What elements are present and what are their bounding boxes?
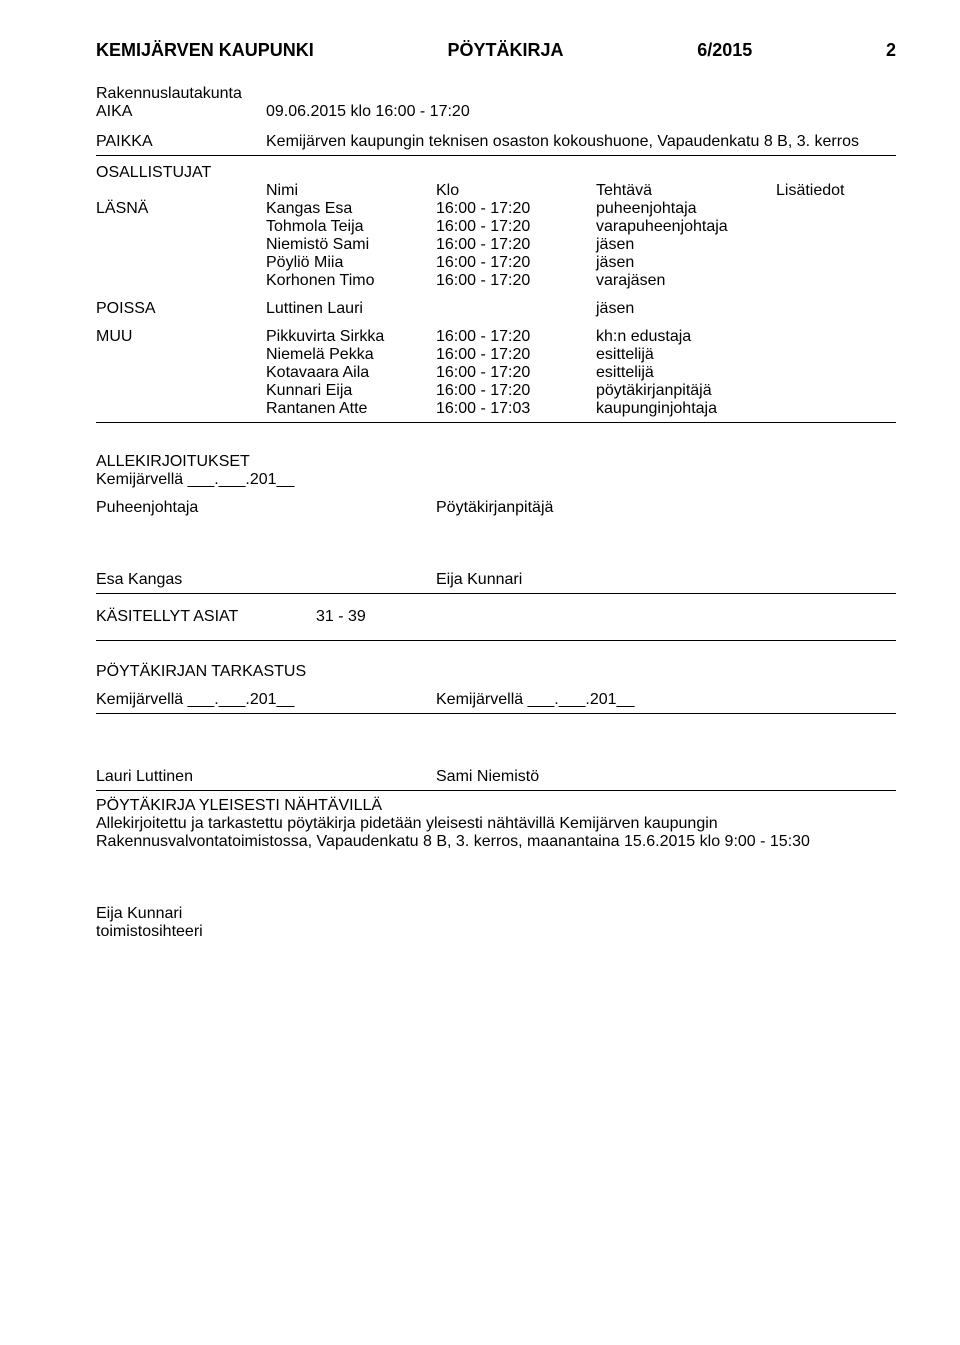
page-header: KEMIJÄRVEN KAUPUNKI PÖYTÄKIRJA 6/2015 2 [96, 40, 896, 61]
paikka-label: PAIKKA [96, 133, 266, 151]
org-name: KEMIJÄRVEN KAUPUNKI [96, 40, 314, 61]
keeper-label: Pöytäkirjanpitäjä [436, 499, 553, 517]
other-time: 16:00 - 17:20 [436, 364, 596, 382]
attendance-row: LÄSNÄ Kangas Esa 16:00 - 17:20 puheenjoh… [96, 200, 896, 218]
document-page: KEMIJÄRVEN KAUPUNKI PÖYTÄKIRJA 6/2015 2 … [0, 0, 960, 1345]
chair-label: Puheenjohtaja [96, 499, 436, 517]
osallistujat-label: OSALLISTUJAT [96, 164, 896, 182]
doc-type: PÖYTÄKIRJA [447, 40, 563, 61]
checker-2: Sami Niemistö [436, 768, 539, 786]
others-label: MUU [96, 328, 266, 346]
other-name: Kotavaara Aila [266, 364, 436, 382]
col-extra: Lisätiedot [776, 182, 896, 200]
col-role: Tehtävä [596, 182, 776, 200]
attendee-time: 16:00 - 17:20 [436, 236, 596, 254]
absent-role: jäsen [596, 300, 776, 318]
chair-name: Esa Kangas [96, 571, 436, 589]
absent-name: Luttinen Lauri [266, 300, 596, 318]
col-name: Nimi [266, 182, 436, 200]
other-role: esittelijä [596, 364, 776, 382]
paikka-value: Kemijärven kaupungin teknisen osaston ko… [266, 133, 896, 151]
secretary-name: Eija Kunnari [96, 905, 896, 923]
divider [96, 422, 896, 423]
other-role: kaupunginjohtaja [596, 400, 776, 418]
attendee-name: Niemistö Sami [266, 236, 436, 254]
attendee-role: puheenjohtaja [596, 200, 776, 218]
attendee-time: 16:00 - 17:20 [436, 200, 596, 218]
check-place-right: Kemijärvellä ___.___.201__ [436, 691, 634, 709]
doc-number: 6/2015 [697, 40, 752, 61]
keeper-name: Eija Kunnari [436, 571, 522, 589]
divider [96, 155, 896, 156]
page-number: 2 [886, 40, 896, 61]
attendance-row: Tohmola Teija 16:00 - 17:20 varapuheenjo… [96, 218, 896, 236]
attendee-role: varajäsen [596, 272, 776, 290]
board-name: Rakennuslautakunta [96, 85, 896, 103]
checker-1: Lauri Luttinen [96, 768, 436, 786]
present-label: LÄSNÄ [96, 200, 266, 218]
other-time: 16:00 - 17:20 [436, 328, 596, 346]
col-time: Klo [436, 182, 596, 200]
attendee-time: 16:00 - 17:20 [436, 272, 596, 290]
attendance-row: Korhonen Timo 16:00 - 17:20 varajäsen [96, 272, 896, 290]
other-role: kh:n edustaja [596, 328, 776, 346]
attendee-role: varapuheenjohtaja [596, 218, 776, 236]
handled-label: KÄSITELLYT ASIAT [96, 608, 316, 626]
handled-range: 31 - 39 [316, 608, 366, 626]
signatures-title: ALLEKIRJOITUKSET [96, 453, 896, 471]
check-title: PÖYTÄKIRJAN TARKASTUS [96, 663, 896, 681]
secretary-title: toimistosihteeri [96, 923, 896, 941]
other-name: Kunnari Eija [266, 382, 436, 400]
attendee-name: Kangas Esa [266, 200, 436, 218]
other-time: 16:00 - 17:20 [436, 382, 596, 400]
others-row: Kunnari Eija 16:00 - 17:20 pöytäkirjanpi… [96, 382, 896, 400]
paikka-row: PAIKKA Kemijärven kaupungin teknisen osa… [96, 133, 896, 151]
others-row: Niemelä Pekka 16:00 - 17:20 esittelijä [96, 346, 896, 364]
public-title: PÖYTÄKIRJA YLEISESTI NÄHTÄVILLÄ [96, 797, 896, 815]
other-name: Pikkuvirta Sirkka [266, 328, 436, 346]
aika-label: AIKA [96, 103, 266, 121]
attendance-header: Nimi Klo Tehtävä Lisätiedot [96, 182, 896, 200]
check-place-left: Kemijärvellä ___.___.201__ [96, 691, 436, 709]
signatures-names-row: Esa Kangas Eija Kunnari [96, 571, 896, 594]
other-role: esittelijä [596, 346, 776, 364]
signatures-place: Kemijärvellä ___.___.201__ [96, 471, 896, 489]
other-name: Rantanen Atte [266, 400, 436, 418]
attendee-role: jäsen [596, 254, 776, 272]
aika-value: 09.06.2015 klo 16:00 - 17:20 [266, 103, 896, 121]
attendee-time: 16:00 - 17:20 [436, 254, 596, 272]
attendance-row: Niemistö Sami 16:00 - 17:20 jäsen [96, 236, 896, 254]
aika-row: AIKA 09.06.2015 klo 16:00 - 17:20 [96, 103, 896, 121]
others-row: Kotavaara Aila 16:00 - 17:20 esittelijä [96, 364, 896, 382]
public-text: Allekirjoitettu ja tarkastettu pöytäkirj… [96, 815, 896, 851]
attendance-row: Pöyliö Miia 16:00 - 17:20 jäsen [96, 254, 896, 272]
check-names-row: Lauri Luttinen Sami Niemistö [96, 768, 896, 791]
handled-items-row: KÄSITELLYT ASIAT 31 - 39 [96, 594, 896, 641]
other-time: 16:00 - 17:03 [436, 400, 596, 418]
others-row: Rantanen Atte 16:00 - 17:03 kaupunginjoh… [96, 400, 896, 418]
other-time: 16:00 - 17:20 [436, 346, 596, 364]
attendee-name: Pöyliö Miia [266, 254, 436, 272]
attendee-name: Korhonen Timo [266, 272, 436, 290]
signatures-labels-row: Puheenjohtaja Pöytäkirjanpitäjä [96, 499, 896, 517]
check-dates-row: Kemijärvellä ___.___.201__ Kemijärvellä … [96, 691, 896, 714]
attendee-name: Tohmola Teija [266, 218, 436, 236]
attendee-role: jäsen [596, 236, 776, 254]
other-role: pöytäkirjanpitäjä [596, 382, 776, 400]
absent-row: POISSA Luttinen Lauri jäsen [96, 300, 896, 318]
others-row: MUU Pikkuvirta Sirkka 16:00 - 17:20 kh:n… [96, 328, 896, 346]
absent-label: POISSA [96, 300, 266, 318]
attendee-time: 16:00 - 17:20 [436, 218, 596, 236]
other-name: Niemelä Pekka [266, 346, 436, 364]
